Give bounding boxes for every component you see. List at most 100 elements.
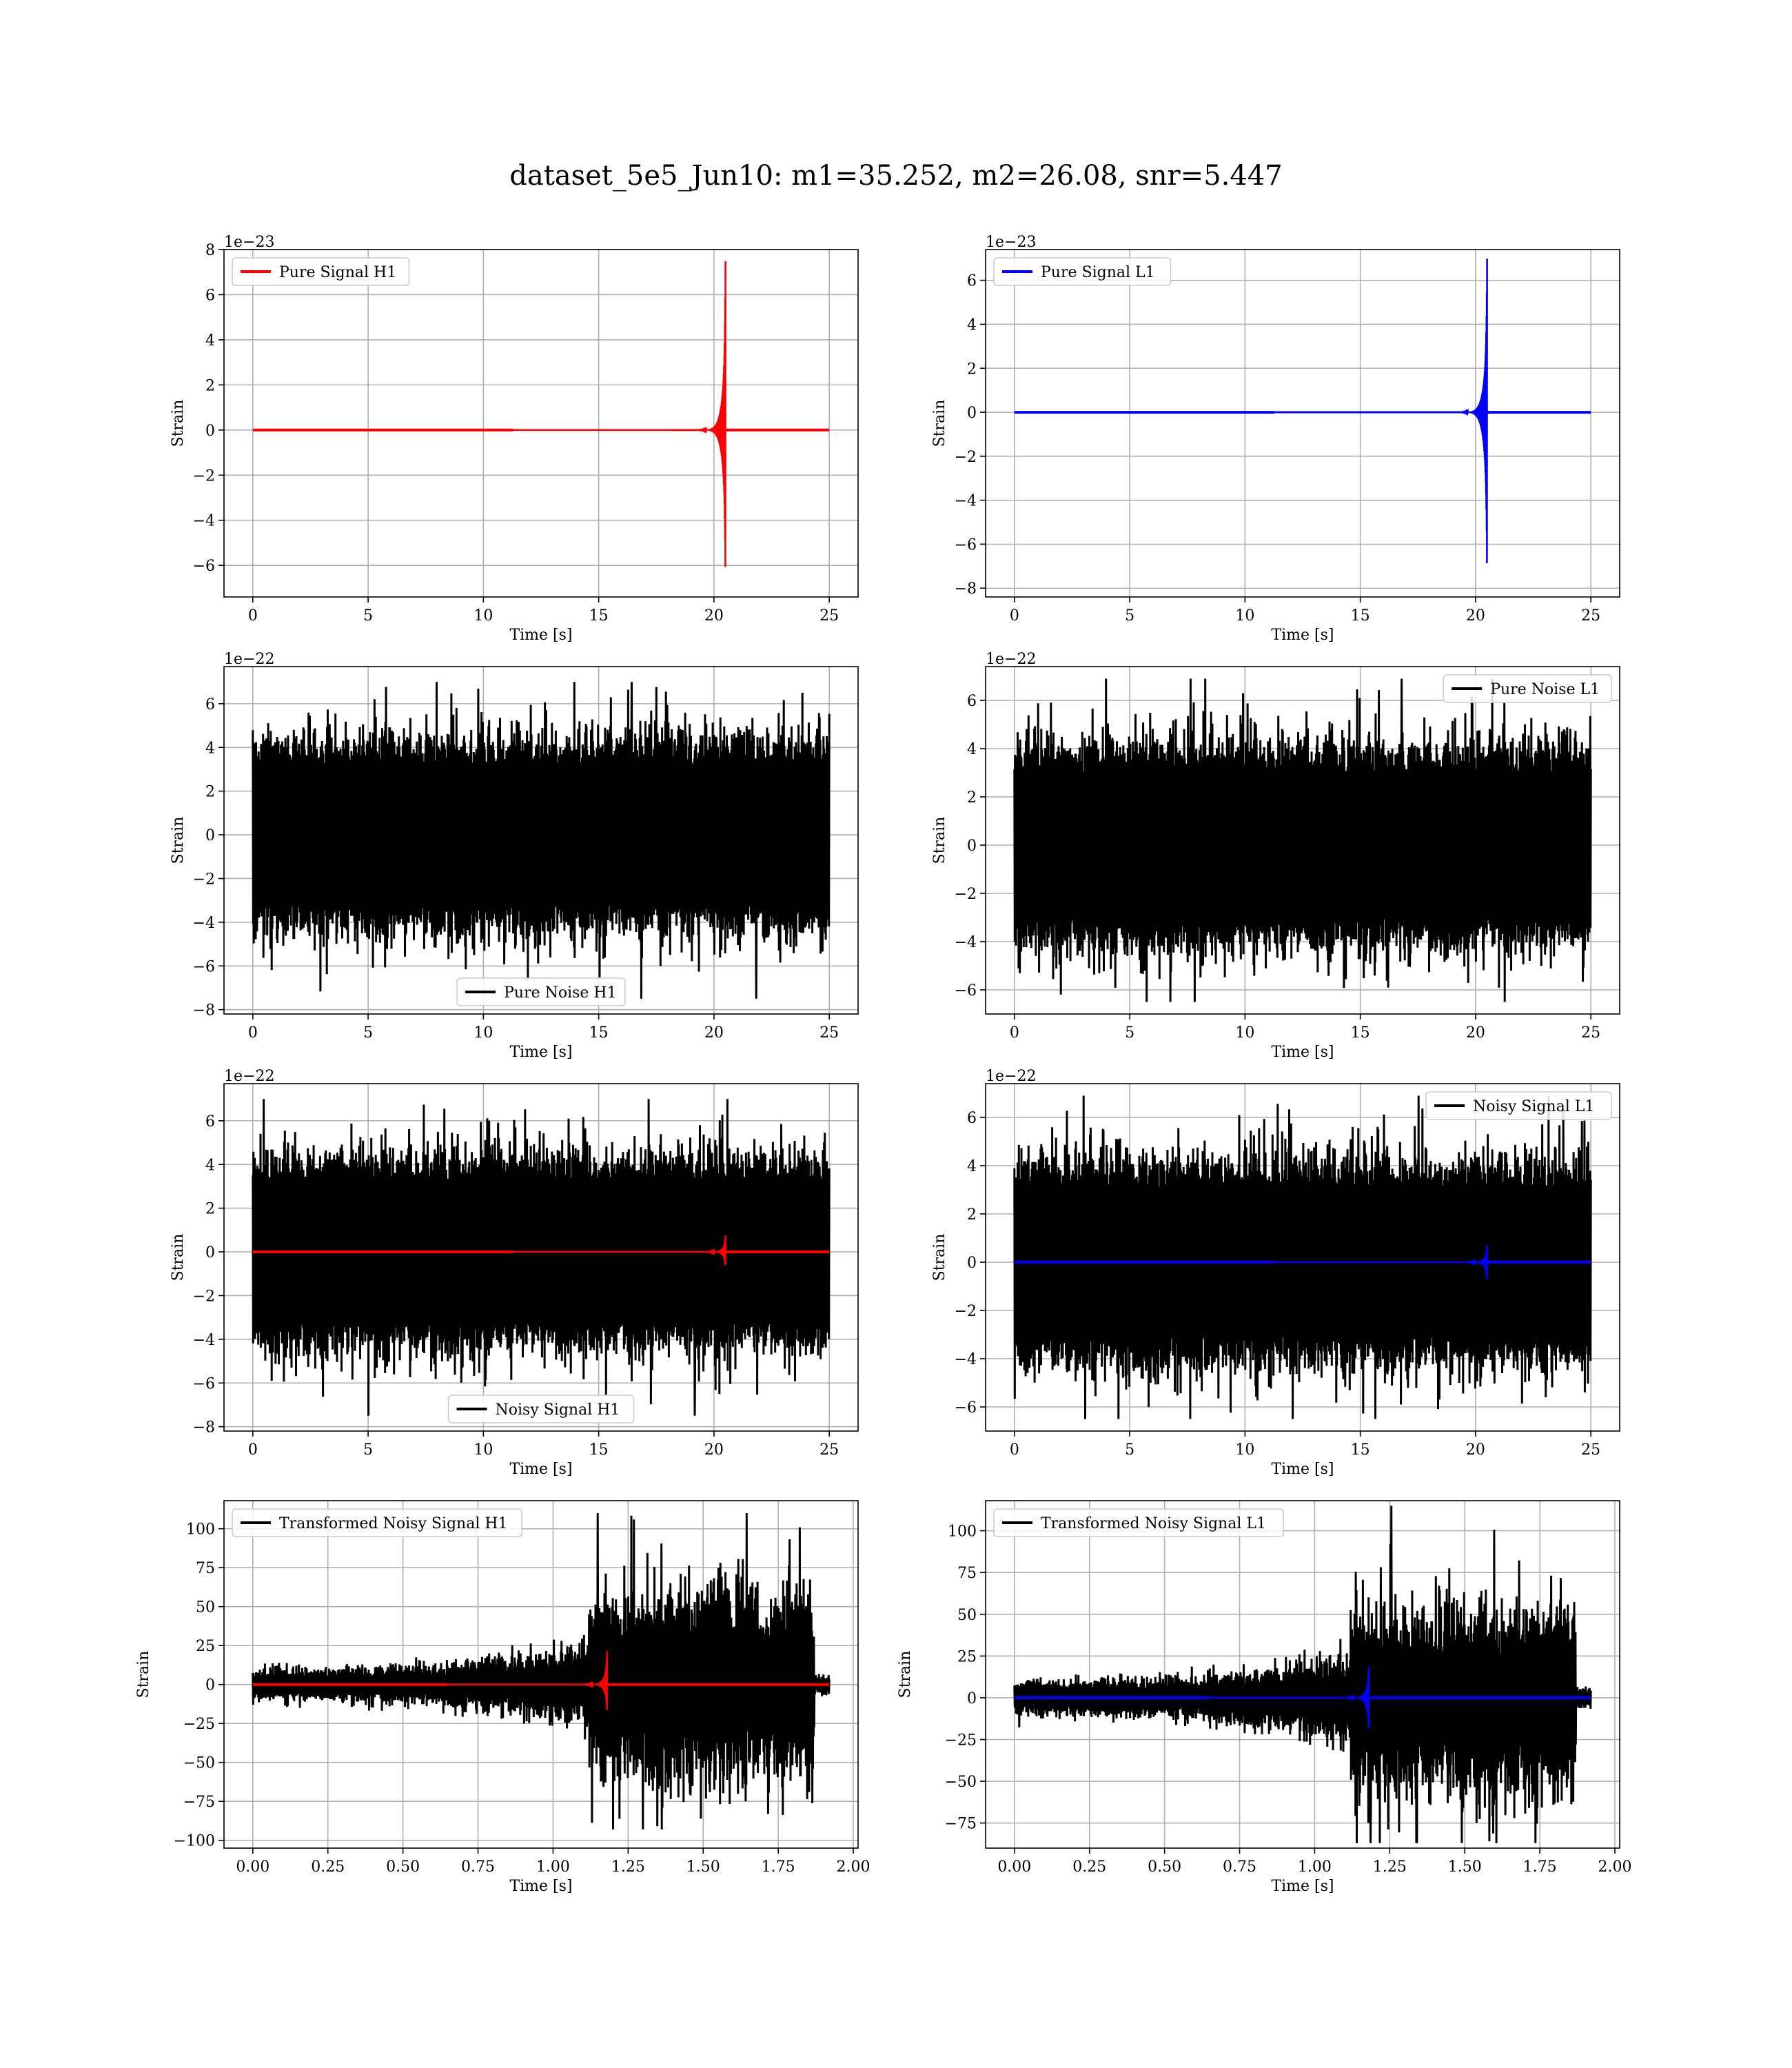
x-tick-label: 1.50	[1448, 1858, 1482, 1876]
x-tick-label: 10	[474, 607, 493, 625]
y-tick-label: 25	[957, 1648, 977, 1665]
x-tick-label: 1.00	[536, 1858, 570, 1876]
x-tick-label: 20	[704, 607, 724, 625]
legend-label: Transformed Noisy Signal H1	[279, 1515, 508, 1532]
x-tick-label: 5	[363, 1024, 373, 1042]
axes-frame	[985, 249, 1620, 598]
axis-offset-text: 1e−22	[986, 1068, 1036, 1085]
x-tick-label: 0.75	[461, 1858, 495, 1876]
y-tick-label: −8	[193, 1002, 215, 1020]
x-tick-label: 1.75	[1523, 1858, 1557, 1876]
y-tick-label: −4	[193, 915, 215, 932]
x-tick-label: 20	[704, 1024, 724, 1042]
legend-label: Pure Signal H1	[279, 264, 396, 281]
legend-box	[1443, 674, 1612, 703]
y-tick-label: −75	[945, 1816, 977, 1833]
legend-label: Pure Noise L1	[1490, 681, 1600, 698]
y-tick-label: 6	[205, 1113, 215, 1131]
y-tick-label: 0	[967, 838, 977, 855]
y-axis-label: Strain	[931, 817, 948, 864]
y-axis-label: Strain	[170, 817, 187, 864]
x-tick-label: 25	[1581, 607, 1600, 625]
legend-box	[232, 1508, 523, 1537]
x-tick-label: 2.00	[1598, 1858, 1632, 1876]
y-tick-label: −8	[193, 1419, 215, 1437]
legend-label: Pure Signal L1	[1041, 264, 1155, 281]
y-tick-label: 0	[205, 827, 215, 844]
x-axis-label: Time [s]	[1271, 1461, 1334, 1478]
y-tick-label: −2	[955, 886, 977, 903]
x-tick-label: 5	[363, 607, 373, 625]
legend: Noisy Signal L1	[1425, 1091, 1612, 1120]
x-tick-label: 0.50	[386, 1858, 420, 1876]
y-tick-label: 2	[967, 1206, 977, 1224]
y-tick-label: −6	[955, 536, 977, 554]
axes-frame	[985, 666, 1620, 1015]
y-axis-label: Strain	[170, 400, 187, 447]
x-tick-label: 25	[819, 1024, 839, 1042]
y-tick-label: −2	[955, 1303, 977, 1320]
subplot-pure-noise-l1: 0 5 10 15 20 25 −6 −4 −2 0 2 4 6 Time [s] Strain 1e−22 P…	[931, 651, 1620, 1061]
x-tick-label: 15	[589, 1441, 609, 1459]
x-tick-label: 20	[1466, 1024, 1485, 1042]
x-tick-label: 10	[1235, 1024, 1254, 1042]
y-tick-label: 75	[957, 1565, 977, 1582]
y-tick-label: −2	[193, 467, 215, 485]
y-tick-label: 8	[205, 242, 215, 259]
legend-box	[993, 257, 1172, 286]
y-axis-label: Strain	[931, 1234, 948, 1281]
y-tick-label: 2	[967, 361, 977, 378]
legend: Noisy Signal H1	[447, 1395, 635, 1423]
legend: Pure Signal H1	[232, 257, 410, 286]
subplot-pure-signal-h1: 0 5 10 15 20 25 −6 −4 −2 0 2 4 6 8 Time [s] Strain 1e−23…	[170, 234, 859, 644]
x-tick-label: 0.50	[1148, 1858, 1181, 1876]
y-tick-label: 6	[205, 696, 215, 713]
x-axis-label: Time [s]	[509, 1878, 572, 1895]
series-line	[513, 261, 726, 567]
x-tick-label: 5	[1125, 607, 1134, 625]
x-tick-label: 25	[819, 1441, 839, 1459]
x-tick-label: 10	[474, 1024, 493, 1042]
axes-frame	[223, 249, 859, 598]
legend-label: Noisy Signal L1	[1473, 1098, 1594, 1115]
x-tick-label: 0	[248, 1024, 258, 1042]
x-axis-label: Time [s]	[509, 1044, 572, 1061]
x-tick-label: 5	[1125, 1024, 1134, 1042]
y-axis-label: Strain	[170, 1234, 187, 1281]
x-tick-label: 0.00	[236, 1858, 269, 1876]
series-line	[1013, 1506, 1592, 1843]
axes-frame	[985, 1083, 1620, 1432]
y-tick-label: 4	[967, 741, 977, 758]
y-tick-label: 4	[205, 1157, 215, 1174]
x-tick-label: 20	[1466, 1441, 1485, 1459]
y-tick-label: 100	[186, 1521, 215, 1539]
x-tick-label: 15	[1351, 607, 1370, 625]
axes-frame	[223, 1083, 859, 1432]
legend-box	[447, 1395, 635, 1423]
y-tick-label: 0	[205, 1244, 215, 1261]
y-axis-label: Strain	[931, 400, 948, 447]
y-tick-label: −50	[945, 1774, 977, 1791]
x-tick-label: 15	[1351, 1441, 1370, 1459]
legend: Pure Signal L1	[993, 257, 1172, 286]
subplot-transformed-l1: 0.00 0.25 0.50 0.75 1.00 1.25 1.50 1.75 2.00 −75 −…	[897, 1500, 1632, 1895]
x-tick-label: 20	[1466, 607, 1485, 625]
legend-label: Noisy Signal H1	[496, 1401, 620, 1419]
x-tick-label: 10	[474, 1441, 493, 1459]
y-tick-label: 2	[205, 377, 215, 394]
y-tick-label: −6	[193, 1375, 215, 1392]
series-line	[252, 1099, 831, 1416]
legend-box	[993, 1508, 1285, 1537]
y-tick-label: −4	[193, 1332, 215, 1349]
x-tick-label: 25	[819, 607, 839, 625]
legend-label: Transformed Noisy Signal L1	[1041, 1515, 1266, 1532]
series-line	[447, 1651, 609, 1710]
y-tick-label: −25	[183, 1716, 215, 1733]
series-line	[1209, 1667, 1370, 1728]
axes-frame	[223, 666, 859, 1015]
x-tick-label: 1.50	[686, 1858, 720, 1876]
x-axis-label: Time [s]	[1271, 1878, 1334, 1895]
legend: Transformed Noisy Signal L1	[993, 1508, 1285, 1537]
subplot-pure-signal-l1: 0 5 10 15 20 25 −8 −6 −4 −2 0 2 4 6 Time [s] Strain 1e−2…	[931, 234, 1620, 644]
